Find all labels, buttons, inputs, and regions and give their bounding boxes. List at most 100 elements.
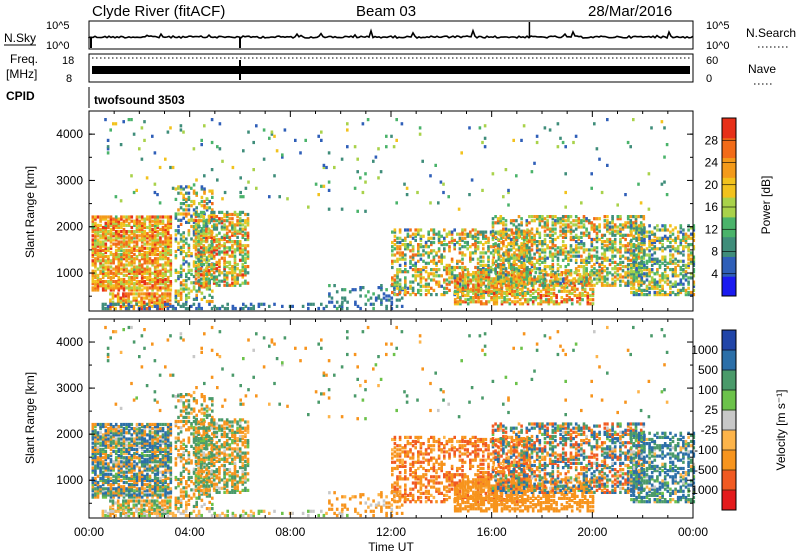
power-cell xyxy=(394,274,397,277)
power-cell xyxy=(433,237,436,240)
power-cell xyxy=(502,271,505,274)
power-cell xyxy=(540,294,543,297)
power-cell xyxy=(674,247,677,250)
power-cell xyxy=(216,244,219,247)
power-cell xyxy=(185,198,188,201)
power-cell xyxy=(336,307,339,310)
power-cell xyxy=(570,259,573,262)
velocity-cell xyxy=(99,435,102,438)
power-cell xyxy=(533,219,536,222)
power-cell xyxy=(544,282,547,285)
power-cell xyxy=(203,174,206,177)
power-cell xyxy=(637,242,640,245)
power-cell xyxy=(263,158,266,161)
velocity-cell xyxy=(97,431,100,434)
power-cell xyxy=(185,279,188,282)
power-cell xyxy=(180,281,183,284)
power-cell xyxy=(641,256,644,259)
power-cell xyxy=(502,217,505,220)
power-cell xyxy=(580,278,583,281)
power-cell xyxy=(502,257,505,260)
power-cell xyxy=(177,246,180,249)
power-cell xyxy=(234,307,237,310)
power-cell xyxy=(157,253,160,256)
power-cell xyxy=(146,286,149,289)
power-cell xyxy=(510,278,513,281)
power-cell xyxy=(617,267,620,270)
power-cell xyxy=(591,269,594,272)
power-cell xyxy=(643,215,646,218)
power-cell xyxy=(622,269,625,272)
power-cell xyxy=(638,274,641,277)
power-cell xyxy=(630,231,633,234)
power-cell xyxy=(170,249,173,252)
power-cell xyxy=(505,253,508,256)
power-cell xyxy=(685,289,688,292)
power-cell xyxy=(646,285,649,288)
power-cell xyxy=(234,275,237,278)
power-cell xyxy=(170,259,173,262)
power-cell xyxy=(672,233,675,236)
power-cell xyxy=(661,262,664,265)
power-cell xyxy=(536,240,539,243)
power-cell xyxy=(162,215,165,218)
power-cell xyxy=(518,255,521,258)
power-cell xyxy=(185,260,188,263)
power-cell xyxy=(433,289,436,292)
power-cell xyxy=(606,118,609,121)
power-cell xyxy=(531,219,534,222)
power-cell xyxy=(231,217,234,220)
power-cell xyxy=(190,200,193,203)
power-cell xyxy=(146,215,149,218)
power-cell xyxy=(535,296,538,299)
power-cell xyxy=(467,284,470,287)
power-cell xyxy=(412,287,415,290)
power-cell xyxy=(554,244,557,247)
power-cell xyxy=(333,166,336,169)
power-cell xyxy=(632,118,635,121)
power-cell xyxy=(112,218,115,221)
power-cell xyxy=(218,269,221,272)
power-cell xyxy=(427,262,430,265)
power-colorbar-tick-label: 24 xyxy=(705,156,719,170)
velocity-cell xyxy=(99,466,102,469)
power-cell xyxy=(188,262,191,265)
power-cell xyxy=(611,267,614,270)
power-cell xyxy=(641,276,644,279)
power-cell xyxy=(208,263,211,266)
power-cell xyxy=(391,241,394,244)
power-cell xyxy=(131,230,134,233)
power-cell xyxy=(203,124,206,127)
power-cell xyxy=(674,262,677,265)
power-cell xyxy=(513,278,516,281)
power-cell xyxy=(414,262,417,265)
power-cell xyxy=(528,234,531,237)
power-cell xyxy=(549,273,552,276)
power-cell xyxy=(661,120,664,123)
power-cell xyxy=(136,249,139,252)
power-cell xyxy=(242,149,245,152)
power-cell xyxy=(208,278,211,281)
power-cell xyxy=(614,238,617,241)
power-cell xyxy=(638,293,641,296)
power-cell xyxy=(247,307,250,310)
power-cell xyxy=(125,307,128,310)
power-cell xyxy=(236,263,239,266)
power-cell xyxy=(591,284,594,287)
power-cell xyxy=(242,248,245,251)
power-cell xyxy=(592,298,595,301)
power-cell xyxy=(210,219,213,222)
power-cell xyxy=(92,234,95,237)
power-cell xyxy=(203,187,206,190)
power-cell xyxy=(170,215,173,218)
power-cell xyxy=(609,263,612,266)
power-cell xyxy=(203,271,206,274)
power-cell xyxy=(520,230,523,233)
power-cell xyxy=(563,298,566,301)
power-cell xyxy=(578,236,581,239)
power-cell xyxy=(255,187,258,190)
power-cell xyxy=(475,294,478,297)
power-cell xyxy=(409,285,412,288)
power-cell xyxy=(182,202,185,205)
power-cell xyxy=(200,211,203,214)
